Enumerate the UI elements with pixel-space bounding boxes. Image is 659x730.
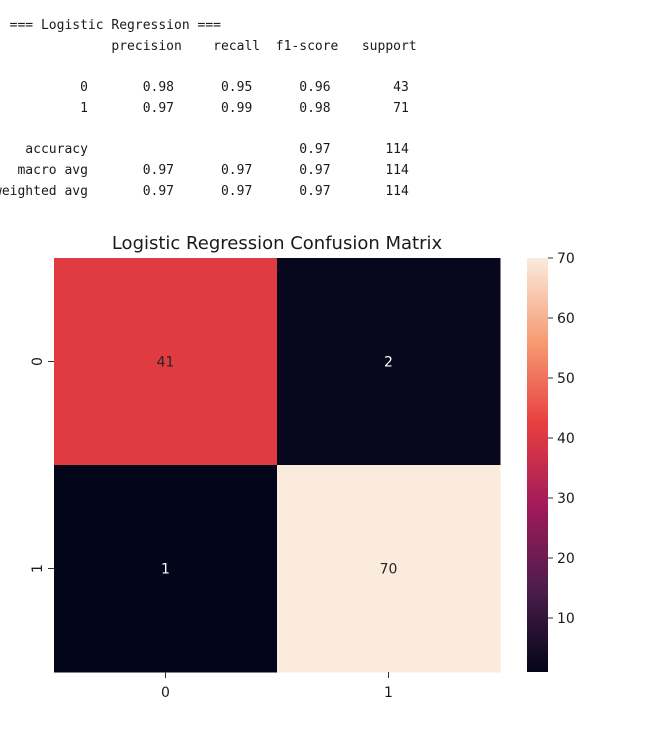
cell-value-0-0: 41 — [157, 355, 175, 371]
confusion-matrix-figure: Logistic Regression Confusion Matrix 41 2… — [0, 225, 659, 725]
y-tick-label-1: 1 — [30, 564, 46, 573]
heatmap-cell-1-0 — [54, 465, 278, 673]
x-tick-label-1: 1 — [384, 685, 393, 701]
colorbar-tick-label-1: 20 — [557, 551, 575, 567]
heatmap-cell-0-1 — [277, 258, 501, 466]
x-tick-label-0: 0 — [161, 685, 170, 701]
confusion-matrix-chart: Logistic Regression Confusion Matrix 41 2… — [30, 233, 575, 701]
cell-value-1-0: 1 — [161, 562, 170, 578]
y-tick-label-0: 0 — [30, 357, 46, 366]
colorbar-tick-label-3: 40 — [557, 431, 575, 447]
classification-report-output: === Logistic Regression === precision re… — [0, 18, 417, 199]
colorbar-tick-label-4: 50 — [557, 371, 575, 387]
colorbar-tick-label-2: 30 — [557, 491, 575, 507]
colorbar — [527, 258, 548, 672]
colorbar-tick-label-0: 10 — [557, 611, 575, 627]
colorbar-tick-label-5: 60 — [557, 311, 575, 327]
colorbar-tick-label-6: 70 — [557, 251, 575, 267]
cell-value-1-1: 70 — [380, 562, 398, 578]
chart-title: Logistic Regression Confusion Matrix — [112, 233, 443, 254]
heatmap-cell-1-1 — [277, 465, 501, 673]
heatmap-cell-0-0 — [54, 258, 278, 466]
cell-value-0-1: 2 — [384, 355, 393, 371]
